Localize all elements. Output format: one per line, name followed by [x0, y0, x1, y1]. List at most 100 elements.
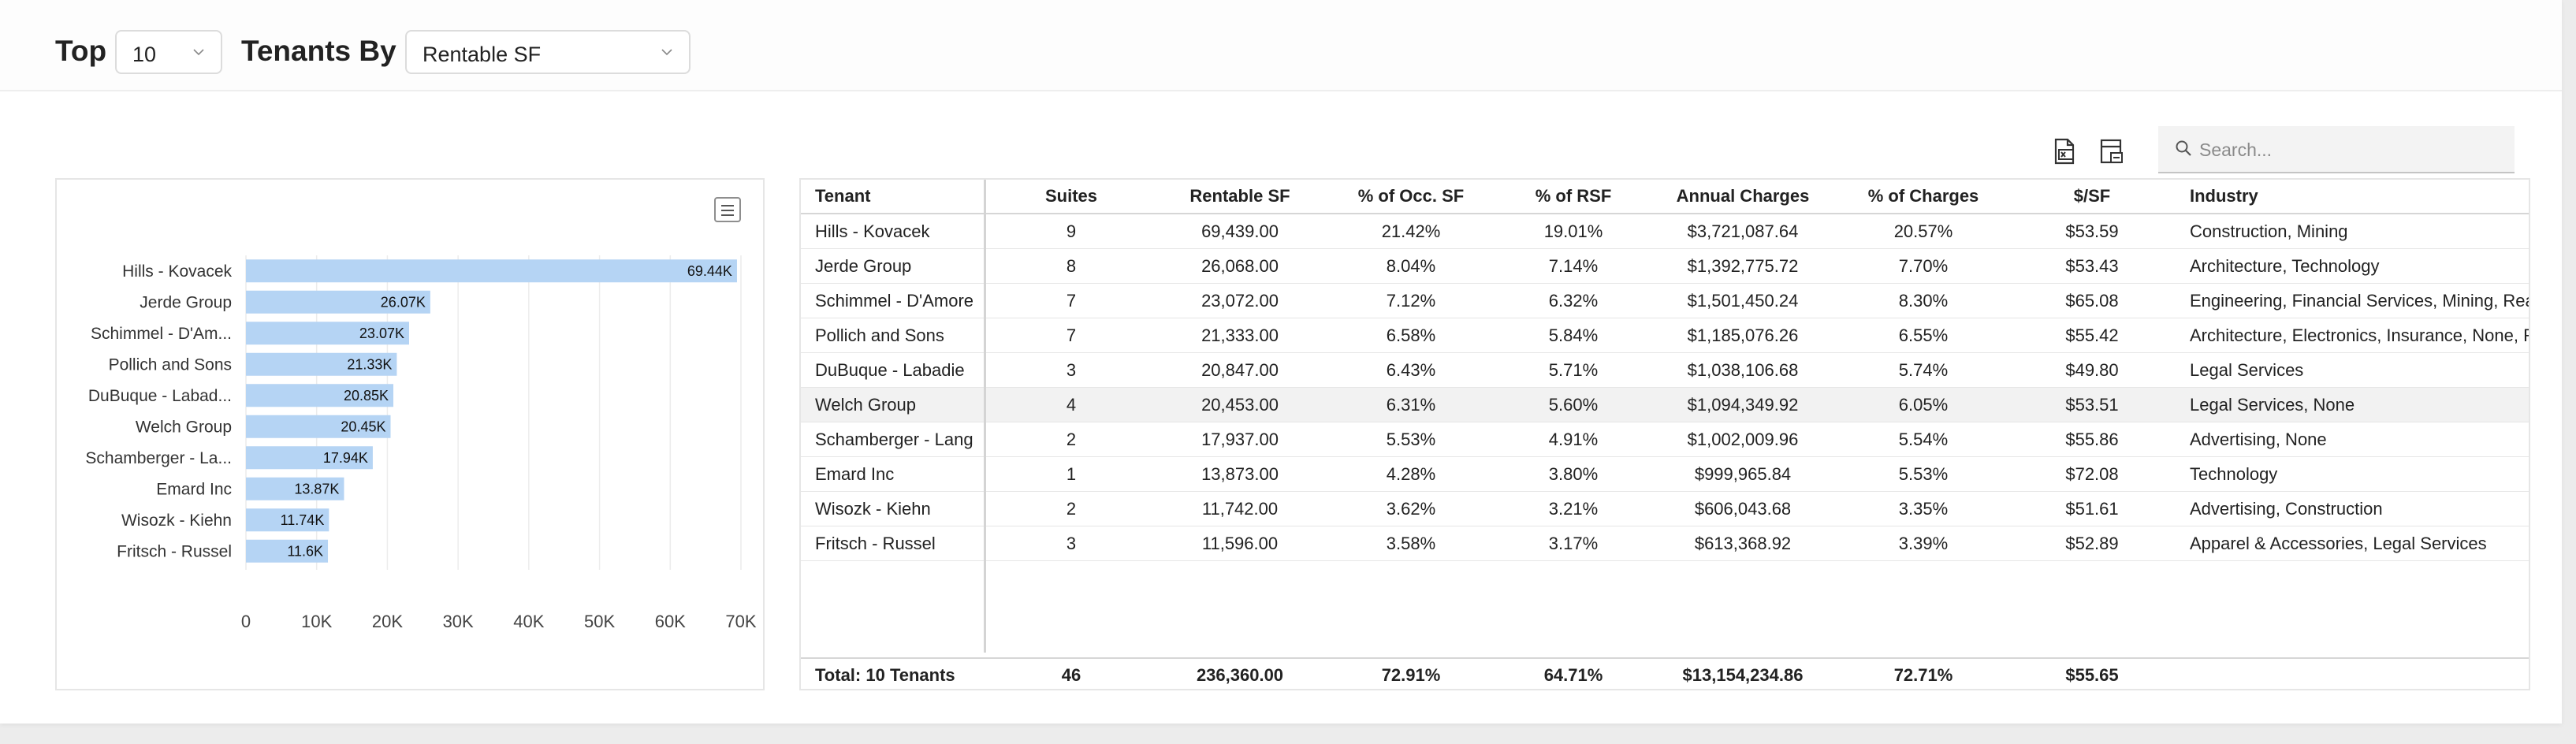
table-cell-tenant: Welch Group	[801, 388, 985, 422]
data-label: 69.44K	[687, 263, 732, 279]
column-header-per-sf[interactable]: $/SF	[2008, 180, 2176, 214]
column-header-suites[interactable]: Suites	[985, 180, 1157, 214]
total-cell-per-sf: $55.65	[2065, 665, 2119, 685]
total-cell-rentable-sf: 236,360.00	[1196, 665, 1284, 685]
table-cell-suites: 1	[985, 457, 1157, 492]
bar	[246, 508, 329, 532]
table-cell-industry: Technology	[2176, 457, 2529, 492]
data-label: 20.85K	[344, 388, 389, 404]
table-cell-rentable-sf: 20,453.00	[1157, 388, 1323, 422]
table-cell-rentable-sf: 20,847.00	[1157, 353, 1323, 388]
table-cell-pct-rsf: 19.01%	[1499, 214, 1647, 249]
table-cell-pct-charges: 6.55%	[1838, 318, 2008, 353]
table-cell-pct-charges: 5.54%	[1838, 422, 2008, 457]
data-label: 17.94K	[323, 450, 368, 466]
table-cell-industry: Engineering, Financial Services, Mining,…	[2176, 284, 2529, 318]
column-header-tenant[interactable]: Tenant	[801, 180, 985, 214]
table-cell-pct-occ-sf: 4.28%	[1323, 457, 1499, 492]
table-cell-suites: 8	[985, 249, 1157, 284]
table-cell-annual-charges: $1,038,106.68	[1647, 353, 1838, 388]
x-tick-label: 30K	[443, 612, 474, 631]
total-cell-industry	[2176, 659, 2529, 689]
table-cell-tenant: Hills - Kovacek	[801, 214, 985, 249]
table-cell-pct-occ-sf: 6.43%	[1323, 353, 1499, 388]
tenants-by-label: Tenants By	[241, 35, 396, 67]
column-header-pct-charges[interactable]: % of Charges	[1838, 180, 2008, 214]
table-cell-industry: Legal Services, None	[2176, 388, 2529, 422]
table-cell-rentable-sf: 17,937.00	[1157, 422, 1323, 457]
tenants-by-select[interactable]: Rentable SF	[405, 30, 691, 74]
table-cell-tenant: Pollich and Sons	[801, 318, 985, 353]
bar	[246, 322, 409, 345]
data-label: 11.6K	[287, 543, 323, 559]
top-label: Top	[55, 35, 107, 67]
table-cell-suites: 2	[985, 492, 1157, 526]
chevron-down-icon	[661, 49, 672, 56]
total-cell-pct-charges: 72.71%	[1893, 665, 1953, 685]
table-cell-rentable-sf: 13,873.00	[1157, 457, 1323, 492]
column-header-industry[interactable]: Industry	[2176, 180, 2529, 214]
x-tick-label: 20K	[372, 612, 403, 631]
column-header-pct-rsf[interactable]: % of RSF	[1499, 180, 1647, 214]
category-label: Pollich and Sons	[109, 355, 232, 374]
column-header-pct-occ-sf[interactable]: % of Occ. SF	[1323, 180, 1499, 214]
category-label: Schamberger - La...	[85, 449, 232, 467]
bar	[246, 290, 430, 314]
table-cell-suites: 4	[985, 388, 1157, 422]
table-cell-annual-charges: $613,368.92	[1647, 526, 1838, 561]
table-cell-annual-charges: $1,501,450.24	[1647, 284, 1838, 318]
table-cell-pct-occ-sf: 3.58%	[1323, 526, 1499, 561]
table-cell-annual-charges: $999,965.84	[1647, 457, 1838, 492]
top-count-value: 10	[132, 43, 157, 66]
table-search	[2158, 126, 2515, 173]
table-cell-pct-charges: 5.74%	[1838, 353, 2008, 388]
column-settings-icon[interactable]	[2098, 137, 2125, 166]
x-tick-label: 70K	[725, 612, 756, 631]
top-count-select[interactable]: 10	[115, 30, 222, 74]
table-cell-industry: Apparel & Accessories, Legal Services	[2176, 526, 2529, 561]
category-label: Fritsch - Russel	[117, 542, 232, 560]
table-cell-pct-rsf: 3.80%	[1499, 457, 1647, 492]
bar	[246, 477, 344, 500]
data-label: 13.87K	[294, 481, 339, 497]
table-cell-rentable-sf: 23,072.00	[1157, 284, 1323, 318]
total-cell-annual-charges: $13,154,234.86	[1682, 665, 1804, 685]
table-cell-industry: Architecture, Technology	[2176, 249, 2529, 284]
table-cell-pct-charges: 6.05%	[1838, 388, 2008, 422]
column-header-annual-charges[interactable]: Annual Charges	[1647, 180, 1838, 214]
table-cell-rentable-sf: 21,333.00	[1157, 318, 1323, 353]
table-cell-annual-charges: $1,094,349.92	[1647, 388, 1838, 422]
total-cell-pct-rsf: 64.71%	[1543, 665, 1603, 685]
search-input[interactable]	[2198, 134, 2508, 166]
table-cell-pct-charges: 3.35%	[1838, 492, 2008, 526]
table-cell-industry: Legal Services	[2176, 353, 2529, 388]
table-cell-per-sf: $65.08	[2008, 284, 2176, 318]
table-cell-annual-charges: $606,043.68	[1647, 492, 1838, 526]
table-cell-pct-rsf: 5.71%	[1499, 353, 1647, 388]
table-cell-rentable-sf: 26,068.00	[1157, 249, 1323, 284]
table-cell-tenant: Wisozk - Kiehn	[801, 492, 985, 526]
table-cell-annual-charges: $1,002,009.96	[1647, 422, 1838, 457]
table-grid: Tenant Suites Rentable SF% of Occ. SF% of …	[801, 180, 2529, 561]
table-cell-tenant: Jerde Group	[801, 249, 985, 284]
total-cell-tenant: Total: 10 Tenants	[815, 665, 955, 685]
table-cell-pct-rsf: 3.21%	[1499, 492, 1647, 526]
total-cell-suites: 46	[1061, 665, 1081, 685]
table-cell-per-sf: $52.89	[2008, 526, 2176, 561]
table-cell-tenant: Schimmel - D'Amore	[801, 284, 985, 318]
table-cell-pct-rsf: 4.91%	[1499, 422, 1647, 457]
table-cell-pct-charges: 5.53%	[1838, 457, 2008, 492]
tenant-table: Tenant Suites Rentable SF% of Occ. SF% of …	[799, 178, 2530, 690]
category-label: Schimmel - D'Am...	[91, 325, 232, 343]
x-tick-label: 50K	[584, 612, 615, 631]
hamburger-menu-icon[interactable]	[714, 197, 741, 222]
excel-export-icon[interactable]	[2051, 137, 2078, 166]
search-icon	[2176, 140, 2191, 156]
table-cell-pct-charges: 8.30%	[1838, 284, 2008, 318]
column-header-rentable-sf[interactable]: Rentable SF	[1157, 180, 1323, 214]
table-cell-pct-occ-sf: 8.04%	[1323, 249, 1499, 284]
bar	[246, 446, 373, 470]
total-cell-pct-occ-sf: 72.91%	[1381, 665, 1441, 685]
table-cell-pct-charges: 3.39%	[1838, 526, 2008, 561]
table-cell-suites: 9	[985, 214, 1157, 249]
